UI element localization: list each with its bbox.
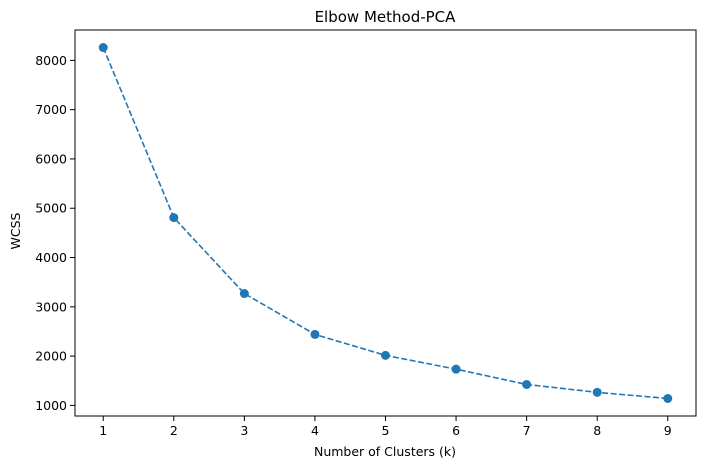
plot-area: 1 2 3 4 5 6 7 8 9 1000 2000 3000 4000 5000 6000 7000 800… [35, 29, 697, 438]
data-point [310, 329, 320, 339]
x-tick-label: 9 [664, 423, 672, 438]
series-line [102, 47, 668, 400]
x-tick-label: 8 [593, 423, 601, 438]
y-tick-label: 4000 [35, 250, 67, 265]
x-tick-label: 1 [99, 423, 107, 438]
data-point [98, 43, 108, 53]
data-point [239, 289, 249, 299]
y-tick-label: 5000 [35, 201, 67, 216]
y-tick-label: 7000 [35, 102, 67, 117]
y-axis-label: WCSS [8, 212, 23, 249]
x-tick-label: 4 [311, 423, 319, 438]
data-point [451, 364, 461, 374]
x-tick-label: 2 [170, 423, 178, 438]
data-point [663, 394, 673, 404]
data-point [522, 379, 532, 389]
x-tick-label: 3 [240, 423, 248, 438]
x-tick-label: 7 [523, 423, 531, 438]
y-tick-label: 6000 [35, 151, 67, 166]
data-point [381, 350, 390, 360]
y-tick-label: 1000 [35, 398, 67, 413]
x-tick-label: 6 [452, 423, 460, 438]
y-tick-label: 2000 [35, 349, 67, 364]
chart-title: Elbow Method-PCA [315, 8, 457, 26]
x-axis-label: Number of Clusters (k) [314, 444, 456, 459]
y-tick-label: 3000 [35, 299, 67, 314]
x-tick-label: 5 [382, 423, 390, 438]
data-point [592, 387, 602, 397]
y-tick-label: 8000 [35, 53, 67, 68]
data-point [169, 213, 179, 223]
